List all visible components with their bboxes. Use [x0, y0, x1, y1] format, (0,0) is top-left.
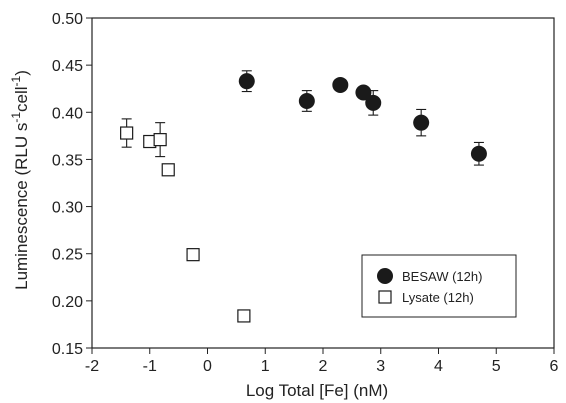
- x-axis-label: Log Total [Fe] (nM): [246, 381, 388, 400]
- legend-label-besaw: BESAW (12h): [402, 269, 482, 284]
- data-point-lysate: [186, 248, 200, 262]
- data-point-besaw: [413, 114, 430, 131]
- y-tick-label: 0.35: [52, 152, 83, 169]
- data-point-besaw: [298, 92, 315, 109]
- legend-marker-besaw: [377, 268, 393, 284]
- y-tick-label: 0.20: [52, 294, 83, 311]
- legend: BESAW (12h) Lysate (12h): [361, 254, 517, 318]
- legend-label-lysate: Lysate (12h): [402, 290, 474, 305]
- data-point-besaw: [238, 73, 255, 90]
- data-point-besaw: [332, 76, 349, 93]
- y-tick-label: 0.50: [52, 11, 83, 28]
- data-point-lysate: [237, 309, 251, 323]
- x-tick-label: 5: [492, 358, 501, 375]
- data-point-lysate: [120, 126, 134, 140]
- y-axis-label: Luminescence (RLU s-1cell-1): [9, 70, 31, 290]
- data-point-besaw: [470, 145, 487, 162]
- y-tick-label: 0.45: [52, 58, 83, 75]
- y-tick-label: 0.15: [52, 341, 83, 358]
- y-tick-label: 0.30: [52, 200, 83, 217]
- y-tick-label: 0.40: [52, 105, 83, 122]
- data-point-lysate: [161, 163, 175, 177]
- data-point-besaw: [365, 94, 382, 111]
- legend-box: [361, 254, 517, 318]
- legend-marker-lysate: [378, 290, 392, 304]
- data-point-lysate: [153, 133, 167, 147]
- x-tick-label: 0: [203, 358, 212, 375]
- x-tick-label: 6: [550, 358, 559, 375]
- x-tick-label: 2: [319, 358, 328, 375]
- x-tick-label: 1: [261, 358, 270, 375]
- y-tick-label: 0.25: [52, 247, 83, 264]
- x-tick-label: -2: [85, 358, 99, 375]
- x-tick-label: -1: [143, 358, 157, 375]
- x-tick-label: 3: [376, 358, 385, 375]
- data-point-besaw: [355, 84, 372, 101]
- x-tick-label: 4: [434, 358, 443, 375]
